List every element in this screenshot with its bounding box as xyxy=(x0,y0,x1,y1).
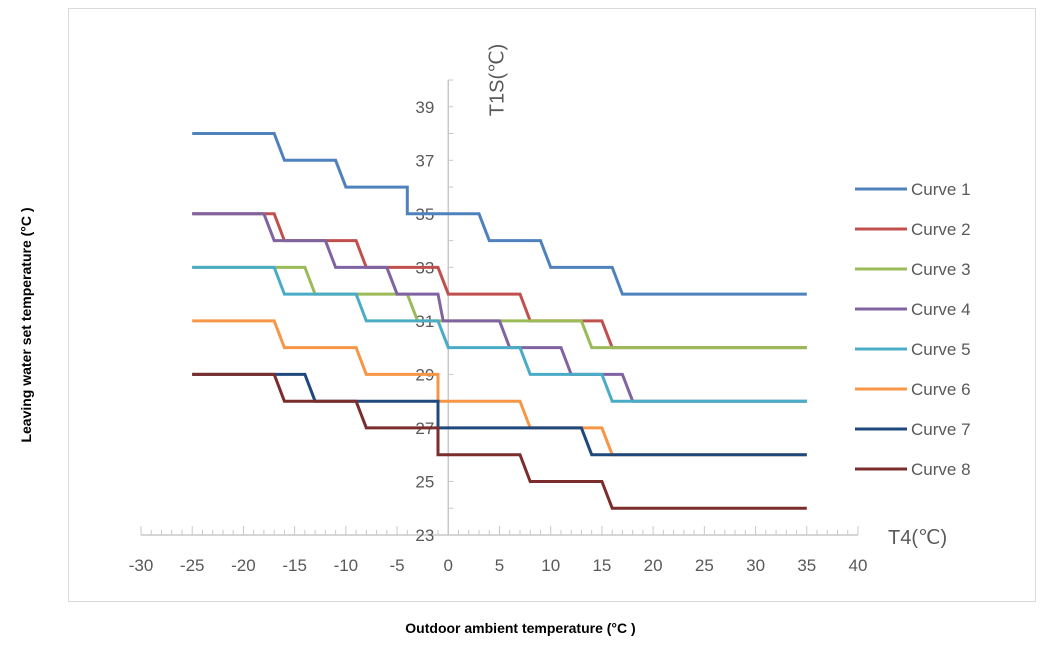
y-axis-title: Leaving water set temperature (°C ) xyxy=(18,207,34,442)
series-line-curve-6 xyxy=(192,319,807,457)
x-tick-label: -15 xyxy=(282,556,307,575)
legend-label-curve-1: Curve 1 xyxy=(911,180,971,199)
x-tick-label: 40 xyxy=(849,556,868,575)
x-tick-label: 30 xyxy=(746,556,765,575)
x-tick-label: 10 xyxy=(541,556,560,575)
series-line-curve-3 xyxy=(192,265,807,350)
legend-label-curve-2: Curve 2 xyxy=(911,220,971,239)
x-tick-label: -30 xyxy=(129,556,154,575)
x-tick-label: 15 xyxy=(592,556,611,575)
legend-label-curve-4: Curve 4 xyxy=(911,300,971,319)
legend-label-curve-7: Curve 7 xyxy=(911,420,971,439)
x-tick-label: -5 xyxy=(390,556,405,575)
legend-label-curve-8: Curve 8 xyxy=(911,460,971,479)
x-tick-label: 5 xyxy=(495,556,504,575)
y-tick-label: 25 xyxy=(415,472,434,491)
x-tick-label: 0 xyxy=(444,556,453,575)
y-axis-title-text: Leaving water set temperature (°C ) xyxy=(18,207,34,443)
legend-label-curve-3: Curve 3 xyxy=(911,260,971,279)
legend-label-curve-6: Curve 6 xyxy=(911,380,971,399)
x-tick-label: 35 xyxy=(797,556,816,575)
y-tick-label: 37 xyxy=(415,151,434,170)
series-line-curve-7 xyxy=(192,372,807,457)
series-line-curve-5 xyxy=(192,265,807,403)
chart-area xyxy=(68,8,1036,602)
series-line-curve-8 xyxy=(192,372,807,510)
x-tick-label: 20 xyxy=(644,556,663,575)
x-axis-title: Outdoor ambient temperature (°C ) xyxy=(0,620,1041,636)
x-tick-label: -10 xyxy=(334,556,359,575)
x-tick-label: -20 xyxy=(231,556,256,575)
legend-label-curve-5: Curve 5 xyxy=(911,340,971,359)
x-tick-label: -25 xyxy=(180,556,205,575)
series-line-curve-1 xyxy=(192,132,807,296)
y-axis-name: T1S(℃) xyxy=(486,44,508,116)
x-axis-name: T4(℃) xyxy=(888,527,947,549)
x-tick-label: 25 xyxy=(695,556,714,575)
y-tick-label: 39 xyxy=(415,98,434,117)
y-tick-label: 23 xyxy=(415,526,434,545)
x-axis-title-text: Outdoor ambient temperature (°C ) xyxy=(405,620,636,636)
series-line-curve-2 xyxy=(192,212,807,350)
